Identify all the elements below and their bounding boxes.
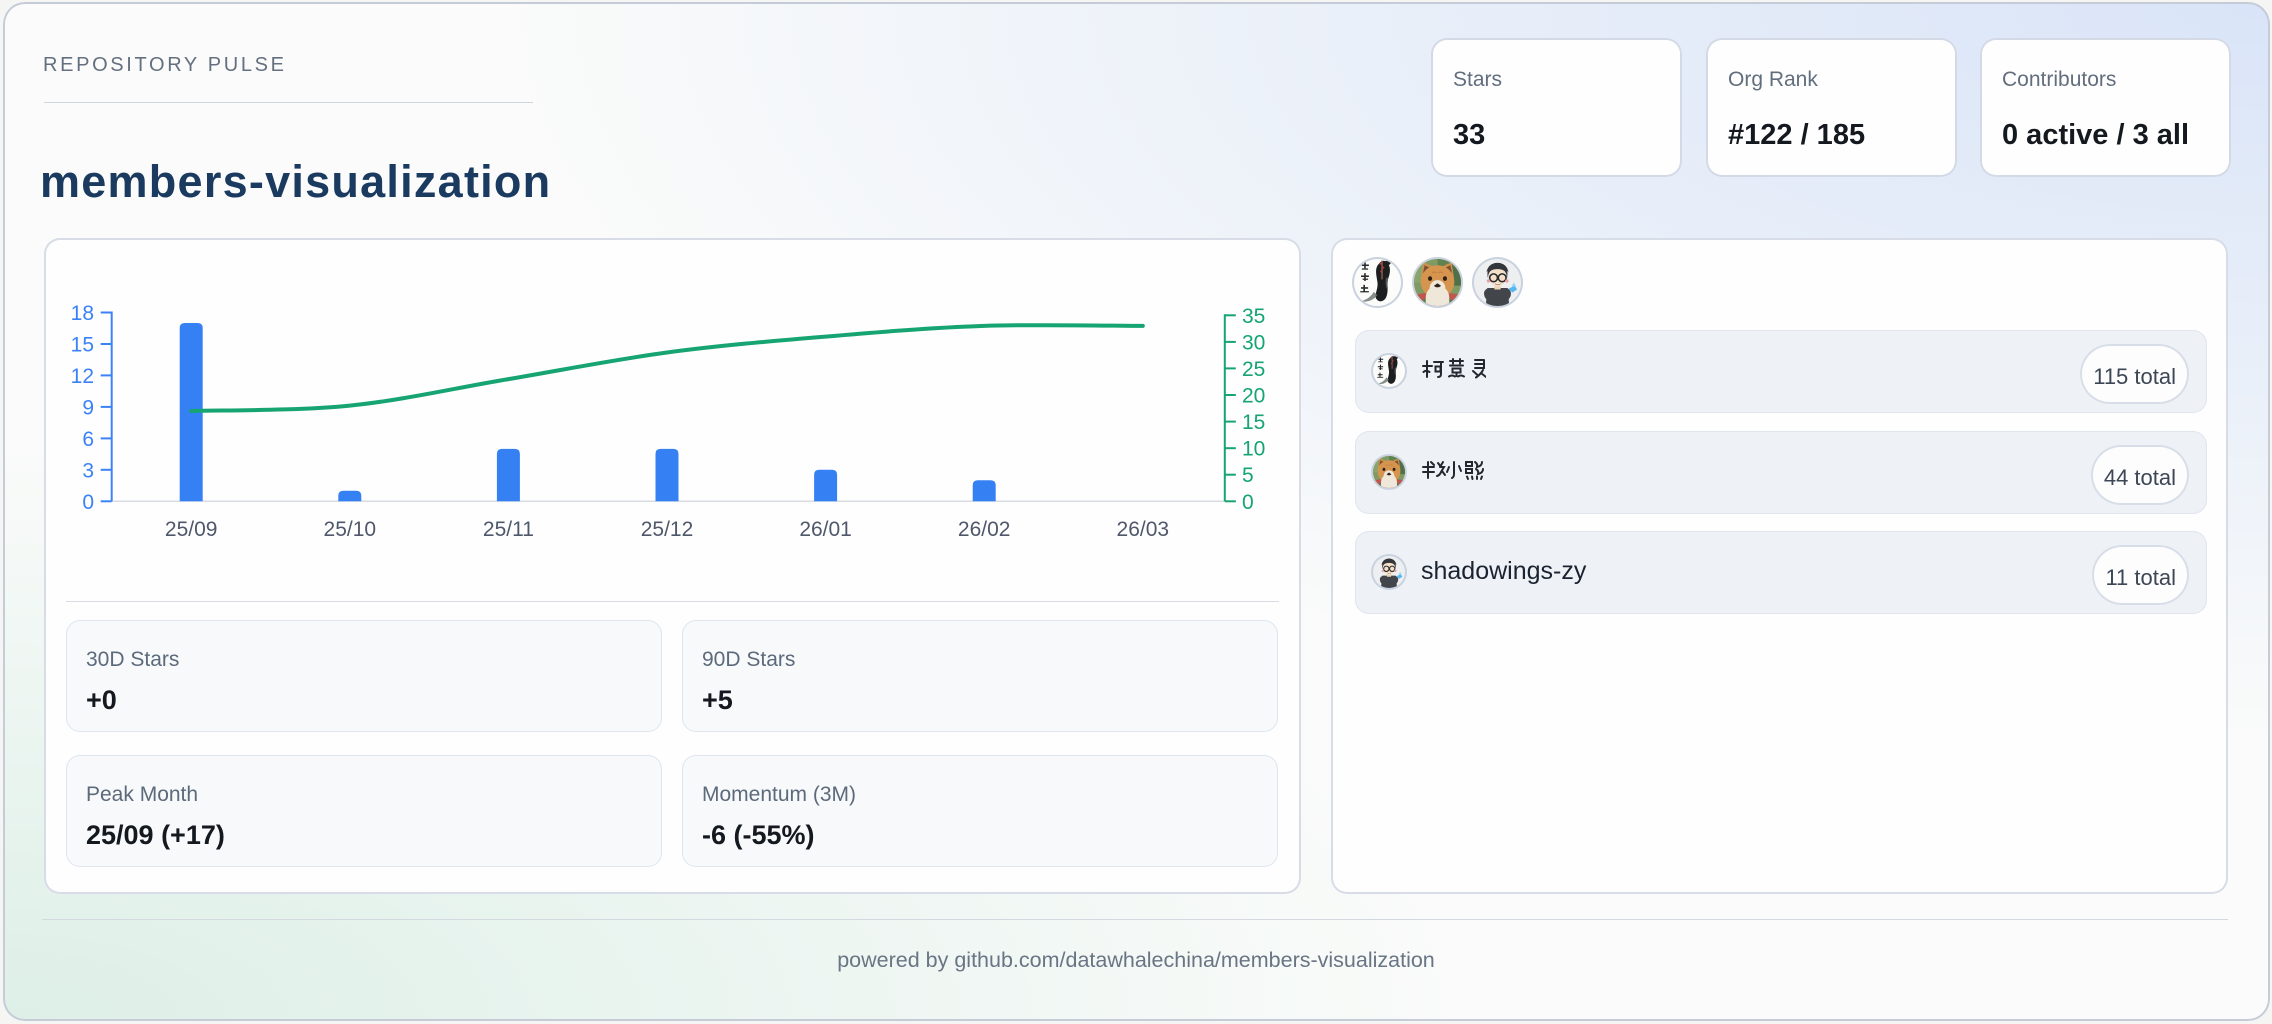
svg-text:35: 35 [1242, 305, 1265, 328]
svg-text:25/10: 25/10 [324, 518, 377, 541]
svg-text:26/02: 26/02 [958, 518, 1011, 541]
svg-text:0: 0 [82, 491, 94, 514]
svg-text:18: 18 [71, 302, 94, 325]
svg-text:3: 3 [82, 459, 94, 482]
svg-text:6: 6 [82, 428, 94, 451]
svg-text:15: 15 [71, 334, 94, 357]
svg-text:10: 10 [1242, 438, 1265, 461]
svg-text:26/03: 26/03 [1117, 518, 1170, 541]
svg-text:30: 30 [1242, 331, 1265, 354]
svg-text:9: 9 [82, 396, 94, 419]
svg-text:20: 20 [1242, 385, 1265, 408]
svg-text:5: 5 [1242, 464, 1254, 487]
svg-text:25: 25 [1242, 358, 1265, 381]
svg-text:12: 12 [71, 365, 94, 388]
svg-text:0: 0 [1242, 491, 1254, 514]
svg-text:25/12: 25/12 [641, 518, 694, 541]
svg-text:15: 15 [1242, 411, 1265, 434]
svg-text:25/11: 25/11 [483, 518, 534, 541]
svg-text:26/01: 26/01 [799, 518, 852, 541]
svg-text:25/09: 25/09 [165, 518, 218, 541]
